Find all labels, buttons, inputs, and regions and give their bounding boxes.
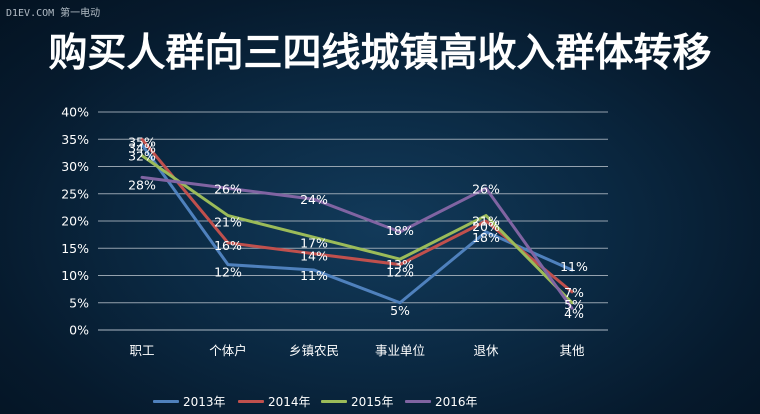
- series-line-2014年: [140, 137, 574, 294]
- y-tick-label: 40%: [61, 105, 89, 120]
- y-axis-ticks: 0% 5% 10% 15% 20% 25% 30% 35% 40%: [61, 105, 89, 338]
- data-label: 12%: [386, 265, 414, 280]
- y-tick-label: 15%: [61, 241, 89, 256]
- series-line-2015年: [140, 154, 574, 305]
- data-label: 32%: [128, 149, 156, 164]
- series-line-2013年: [140, 143, 574, 305]
- chart-title: 购买人群向三四线城镇高收入群体转移: [48, 31, 712, 76]
- legend-swatch: [238, 400, 264, 403]
- data-labels: 34% 12% 11% 5% 18% 11% 35% 16% 14% 12% 20% 7% 32% 21%…: [128, 134, 588, 321]
- data-label: 16%: [214, 238, 242, 253]
- data-label: 21%: [472, 214, 500, 229]
- x-tick-label: 个体户: [209, 343, 247, 358]
- data-label: 5%: [390, 303, 410, 318]
- data-label: 4%: [564, 306, 584, 321]
- series-lines: [140, 137, 574, 310]
- legend-swatch: [321, 400, 347, 403]
- data-label: 12%: [214, 265, 242, 280]
- legend-label: 2014年: [268, 395, 311, 409]
- data-label: 18%: [386, 223, 414, 238]
- legend: 2013年 2014年 2015年 2016年: [0, 393, 760, 411]
- y-tick-label: 25%: [61, 186, 89, 201]
- data-label: 21%: [214, 215, 242, 230]
- data-label: 35%: [128, 134, 156, 149]
- x-tick-label: 其他: [559, 343, 585, 358]
- data-label: 24%: [300, 192, 328, 207]
- data-label: 26%: [214, 181, 242, 196]
- data-label: 34%: [128, 141, 156, 156]
- y-tick-label: 20%: [61, 214, 89, 229]
- data-label: 14%: [300, 249, 328, 264]
- legend-item: 2014年: [238, 393, 311, 410]
- legend-label: 2015年: [351, 395, 394, 409]
- data-label: 5%: [564, 297, 584, 312]
- series-line-2016年: [140, 175, 574, 310]
- x-tick-label: 事业单位: [375, 343, 425, 358]
- data-label: 11%: [300, 268, 328, 283]
- legend-label: 2016年: [435, 395, 478, 409]
- gridlines: [98, 111, 608, 331]
- legend-swatch: [153, 400, 179, 403]
- y-tick-label: 35%: [61, 132, 89, 147]
- y-tick-label: 30%: [61, 159, 89, 174]
- legend-swatch: [405, 400, 431, 403]
- y-tick-label: 10%: [61, 268, 89, 283]
- x-tick-label: 乡镇农民: [289, 343, 339, 358]
- y-tick-label: 5%: [69, 295, 89, 310]
- legend-item: 2013年: [153, 393, 226, 410]
- data-label: 7%: [564, 285, 584, 300]
- data-label: 11%: [560, 259, 588, 274]
- data-label: 28%: [128, 177, 156, 192]
- data-label: 18%: [472, 230, 500, 245]
- data-label: 20%: [472, 219, 500, 234]
- x-axis-ticks: 职工 个体户 乡镇农民 事业单位 退休 其他: [129, 343, 585, 358]
- x-tick-label: 职工: [129, 343, 154, 358]
- watermark: D1EV.COM 第一电动: [6, 8, 101, 19]
- x-tick-label: 退休: [473, 343, 499, 358]
- legend-item: 2016年: [405, 393, 478, 410]
- y-tick-label: 0%: [69, 323, 89, 338]
- legend-item: 2015年: [321, 393, 394, 410]
- data-label: 13%: [386, 257, 414, 272]
- data-label: 26%: [472, 181, 500, 196]
- data-label: 17%: [300, 235, 328, 250]
- legend-label: 2013年: [183, 395, 226, 409]
